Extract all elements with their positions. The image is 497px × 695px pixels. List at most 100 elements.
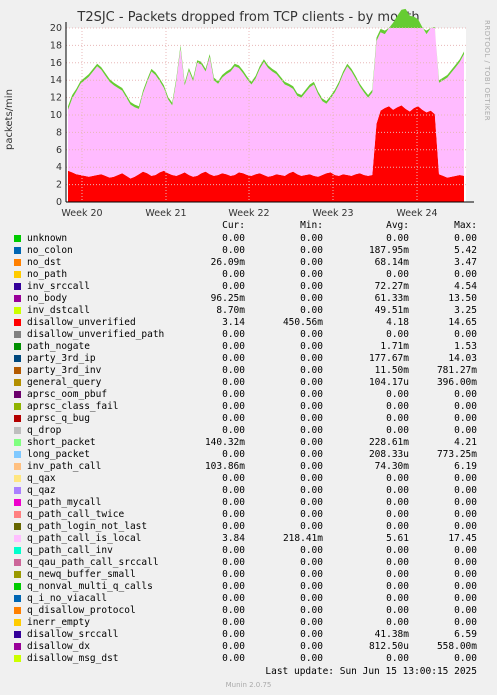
- legend-avg: 0.00: [386, 497, 409, 508]
- legend-max: 14.65: [448, 317, 477, 328]
- legend-name: general_query: [27, 377, 102, 388]
- legend-name: q_nonval_multi_q_calls: [27, 581, 153, 592]
- legend-min: 0.00: [300, 401, 323, 412]
- legend-cur: 0.00: [222, 485, 245, 496]
- legend-swatch: [14, 319, 21, 326]
- legend-max: 0.00: [454, 269, 477, 280]
- legend-name: short_packet: [27, 437, 96, 448]
- legend-min: 0.00: [300, 341, 323, 352]
- legend-name: q_qaz: [27, 485, 56, 496]
- legend-avg: 104.17u: [368, 377, 409, 388]
- legend-min: 0.00: [300, 449, 323, 460]
- legend-cur: 0.00: [222, 449, 245, 460]
- col-cur: Cur:: [222, 220, 245, 231]
- legend-swatch: [14, 547, 21, 554]
- legend-cur: 0.00: [222, 617, 245, 628]
- legend-max: 0.00: [454, 653, 477, 664]
- legend-max: 13.50: [448, 293, 477, 304]
- legend-name: no_colon: [27, 245, 73, 256]
- legend-min: 0.00: [300, 365, 323, 376]
- legend-avg: 0.00: [386, 593, 409, 604]
- legend-name: no_dst: [27, 257, 62, 268]
- legend-cur: 3.14: [222, 317, 245, 328]
- legend-min: 0.00: [300, 581, 323, 592]
- legend-avg: 0.00: [386, 653, 409, 664]
- legend-swatch: [14, 379, 21, 386]
- legend-min: 0.00: [300, 509, 323, 520]
- legend-max: 5.42: [454, 245, 477, 256]
- legend-swatch: [14, 559, 21, 566]
- legend-swatch: [14, 655, 21, 662]
- legend-min: 0.00: [300, 245, 323, 256]
- legend-max: 0.00: [454, 329, 477, 340]
- legend-name: disallow_srccall: [27, 629, 119, 640]
- legend-avg: 74.30m: [374, 461, 409, 472]
- legend-max: 0.00: [454, 581, 477, 592]
- legend-name: disallow_unverified_path: [27, 329, 165, 340]
- legend-name: q_drop: [27, 425, 62, 436]
- legend-cur: 0.00: [222, 341, 245, 352]
- legend-swatch: [14, 283, 21, 290]
- legend-min: 0.00: [300, 437, 323, 448]
- x-tick-label: Week 20: [61, 208, 102, 219]
- legend-swatch: [14, 643, 21, 650]
- legend-cur: 26.09m: [210, 257, 245, 268]
- legend-avg: 1.71m: [380, 341, 409, 352]
- legend-avg: 0.00: [386, 605, 409, 616]
- col-max: Max:: [454, 220, 477, 231]
- legend-avg: 0.00: [386, 389, 409, 400]
- legend-name: q_newq_buffer_small: [27, 569, 136, 580]
- legend-avg: 187.95m: [368, 245, 409, 256]
- legend-max: 4.21: [454, 437, 477, 448]
- legend-name: disallow_unverified: [27, 317, 136, 328]
- legend-name: party_3rd_ip: [27, 353, 96, 364]
- y-tick-label: 4: [56, 162, 62, 173]
- legend-min: 0.00: [300, 473, 323, 484]
- legend-max: 0.00: [454, 401, 477, 412]
- legend-swatch: [14, 451, 21, 458]
- series-area-q-path-call-is-local: [68, 28, 464, 179]
- legend-cur: 0.00: [222, 389, 245, 400]
- legend-swatch: [14, 271, 21, 278]
- legend-avg: 5.61: [386, 533, 409, 544]
- legend-avg: 0.00: [386, 269, 409, 280]
- legend-avg: 0.00: [386, 473, 409, 484]
- legend-min: 0.00: [300, 353, 323, 364]
- legend-max: 3.47: [454, 257, 477, 268]
- legend-swatch: [14, 571, 21, 578]
- x-tick-label: Week 23: [312, 208, 353, 219]
- legend-avg: 41.38m: [374, 629, 409, 640]
- legend-avg: 49.51m: [374, 305, 409, 316]
- legend-name: unknown: [27, 233, 68, 244]
- legend-min: 0.00: [300, 641, 323, 652]
- legend-name: q_qax: [27, 473, 56, 484]
- legend-max: 0.00: [454, 473, 477, 484]
- legend-max: 0.00: [454, 509, 477, 520]
- legend-cur: 103.86m: [204, 461, 245, 472]
- y-tick-label: 12: [50, 93, 62, 104]
- legend-name: aprsc_oom_pbuf: [27, 389, 108, 400]
- legend-swatch: [14, 295, 21, 302]
- legend-cur: 0.00: [222, 641, 245, 652]
- legend-name: no_path: [27, 269, 68, 280]
- legend-avg: 228.61m: [368, 437, 409, 448]
- legend-min: 450.56m: [282, 317, 323, 328]
- legend-min: 0.00: [300, 545, 323, 556]
- legend-max: 14.03: [448, 353, 477, 364]
- y-tick-label: 16: [50, 58, 62, 69]
- legend-swatch: [14, 415, 21, 422]
- legend-max: 0.00: [454, 413, 477, 424]
- legend-min: 0.00: [300, 377, 323, 388]
- legend-max: 0.00: [454, 233, 477, 244]
- legend-cur: 0.00: [222, 521, 245, 532]
- legend-max: 773.25m: [436, 449, 477, 460]
- legend-max: 3.25: [454, 305, 477, 316]
- y-tick-label: 8: [56, 127, 62, 138]
- legend-cur: 0.00: [222, 281, 245, 292]
- legend-swatch: [14, 307, 21, 314]
- legend-swatch: [14, 367, 21, 374]
- legend-max: 4.54: [454, 281, 477, 292]
- y-tick-label: 6: [56, 145, 62, 156]
- legend-swatch: [14, 535, 21, 542]
- legend-max: 0.00: [454, 569, 477, 580]
